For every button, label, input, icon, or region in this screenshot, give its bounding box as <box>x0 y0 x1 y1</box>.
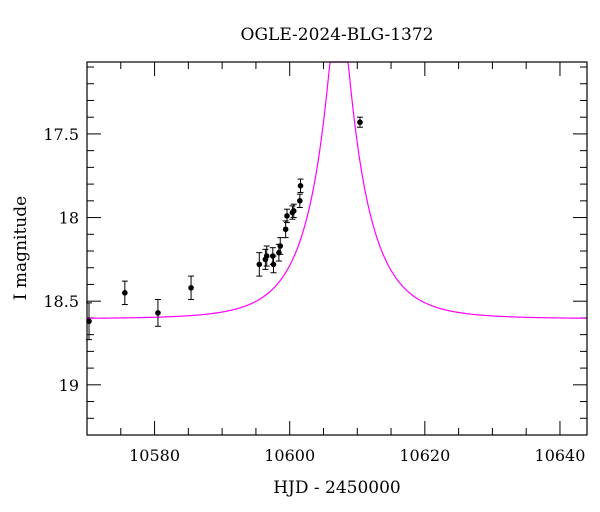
data-point <box>263 245 270 267</box>
y-axis-label: I magnitude <box>11 196 31 300</box>
data-point <box>296 193 303 209</box>
data-point <box>270 255 277 274</box>
plot-frame <box>86 61 588 436</box>
data-marker <box>256 261 263 268</box>
x-tick-label: 10600 <box>264 446 315 465</box>
data-point <box>356 116 363 128</box>
y-tick-label: 18.5 <box>43 292 79 311</box>
x-tick-label: 10580 <box>129 446 180 465</box>
data-marker <box>277 243 284 249</box>
tick-labels: 10580 10600 10620 10640 17.5 18 18.5 19 <box>43 125 585 465</box>
chart-title: OGLE-2024-BLG-1372 <box>241 25 434 45</box>
data-point <box>277 237 284 255</box>
data-marker <box>270 261 277 268</box>
data-point <box>290 203 297 219</box>
data-point <box>256 252 263 277</box>
data-point <box>284 208 290 224</box>
data-marker <box>297 198 303 204</box>
data-marker <box>122 290 128 296</box>
data-points <box>86 116 363 341</box>
x-tick-label: 10620 <box>399 446 450 465</box>
model-curve <box>86 61 588 319</box>
y-tick-label: 17.5 <box>43 125 79 144</box>
data-point <box>154 299 161 327</box>
data-marker <box>357 119 363 126</box>
data-marker <box>284 213 290 219</box>
data-point <box>282 220 289 239</box>
data-marker <box>290 208 297 214</box>
data-point <box>121 280 128 306</box>
y-tick-label: 19 <box>59 376 79 395</box>
data-marker <box>188 285 194 291</box>
data-marker <box>86 318 92 325</box>
data-marker <box>155 310 161 316</box>
axis-ticks <box>86 62 587 436</box>
x-axis-label: HJD - 2450000 <box>273 478 401 498</box>
data-marker <box>297 182 304 189</box>
data-point <box>297 178 304 193</box>
data-point <box>188 275 195 301</box>
data-marker <box>263 253 270 259</box>
data-marker <box>282 226 289 233</box>
x-tick-label: 10640 <box>535 446 586 465</box>
y-tick-label: 18 <box>59 209 79 228</box>
